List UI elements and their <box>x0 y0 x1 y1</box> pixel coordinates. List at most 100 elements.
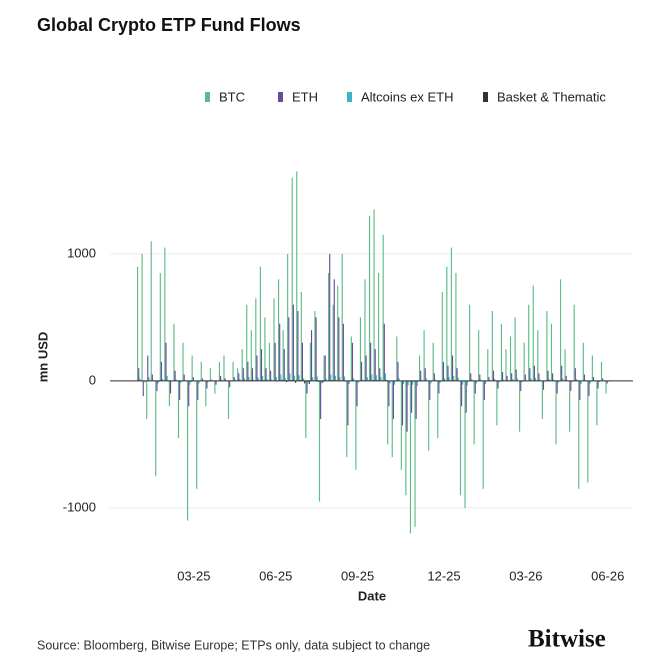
bar <box>333 279 335 381</box>
bar <box>150 241 152 381</box>
bar <box>580 380 582 385</box>
bar <box>151 374 153 381</box>
bar <box>234 379 236 381</box>
bar <box>516 378 518 381</box>
bar <box>279 323 281 381</box>
bar <box>592 377 595 381</box>
bar <box>505 349 507 381</box>
bar <box>564 349 566 381</box>
bar <box>317 380 319 382</box>
bar <box>403 380 405 385</box>
bar <box>383 323 385 381</box>
bar <box>397 361 399 381</box>
bar <box>579 380 581 400</box>
bar <box>438 380 440 394</box>
bar <box>398 378 400 381</box>
bar <box>437 380 439 439</box>
bar <box>366 377 368 381</box>
bar <box>583 374 585 381</box>
legend-swatch <box>347 92 352 102</box>
bar <box>523 342 525 381</box>
bar <box>282 330 284 381</box>
bar <box>156 380 158 392</box>
bar <box>275 377 277 381</box>
bar <box>473 380 475 445</box>
bar <box>484 380 487 385</box>
bar <box>138 368 140 381</box>
bar <box>142 380 144 397</box>
bar <box>281 379 283 381</box>
bar <box>274 342 276 381</box>
bar <box>533 365 535 381</box>
bar <box>428 380 430 451</box>
bar <box>375 375 377 381</box>
bar <box>423 330 425 381</box>
bar <box>264 317 266 381</box>
bar <box>266 378 268 381</box>
bar <box>373 209 375 381</box>
bar <box>246 304 248 381</box>
bar <box>519 380 521 432</box>
bar <box>406 380 408 432</box>
bar <box>284 378 286 381</box>
bar <box>424 368 426 381</box>
bar <box>285 380 288 383</box>
legend-label: Altcoins ex ETH <box>361 89 453 104</box>
bar <box>462 380 464 385</box>
legend-label: Basket & Thematic <box>497 89 606 104</box>
bar <box>483 380 485 400</box>
bar <box>342 323 344 381</box>
bar <box>538 373 540 381</box>
bar <box>500 323 502 381</box>
bar <box>293 375 296 381</box>
legend-label: BTC <box>219 89 245 104</box>
bar <box>200 361 202 381</box>
bar <box>497 380 499 389</box>
bar <box>190 380 192 382</box>
bar <box>432 342 434 381</box>
bar <box>443 378 446 381</box>
bar <box>469 304 471 381</box>
bar <box>589 380 591 384</box>
bar <box>271 379 273 381</box>
bar <box>425 378 427 381</box>
bar <box>242 368 244 381</box>
bar <box>446 266 448 381</box>
bar <box>341 253 343 381</box>
bar <box>575 378 578 381</box>
bar <box>304 380 306 384</box>
bar <box>224 378 226 381</box>
bar <box>391 380 393 458</box>
bar <box>359 317 361 381</box>
bar <box>465 380 467 413</box>
bar <box>300 292 302 381</box>
bar <box>362 379 364 381</box>
bar <box>162 378 164 381</box>
bar <box>346 380 348 458</box>
bar <box>239 378 241 381</box>
bar <box>343 376 346 381</box>
bar <box>146 380 148 419</box>
bar <box>414 380 416 527</box>
bar <box>315 317 317 381</box>
bar <box>548 378 550 381</box>
bar <box>165 342 167 381</box>
bar <box>512 378 514 381</box>
bar <box>332 304 334 381</box>
bar <box>257 377 259 381</box>
bar <box>357 380 359 383</box>
bar <box>434 379 437 381</box>
bar <box>393 380 396 385</box>
bar <box>532 285 534 381</box>
bar <box>421 379 423 381</box>
bar <box>511 373 513 381</box>
y-tick-label: -1000 <box>63 499 96 514</box>
bar <box>447 365 449 381</box>
legend-swatch <box>278 92 283 102</box>
chart-title: Global Crypto ETP Fund Flows <box>37 15 301 35</box>
bar <box>569 380 571 432</box>
bar <box>514 317 516 381</box>
bar <box>301 342 304 381</box>
bar <box>405 380 407 496</box>
bar <box>588 380 590 397</box>
